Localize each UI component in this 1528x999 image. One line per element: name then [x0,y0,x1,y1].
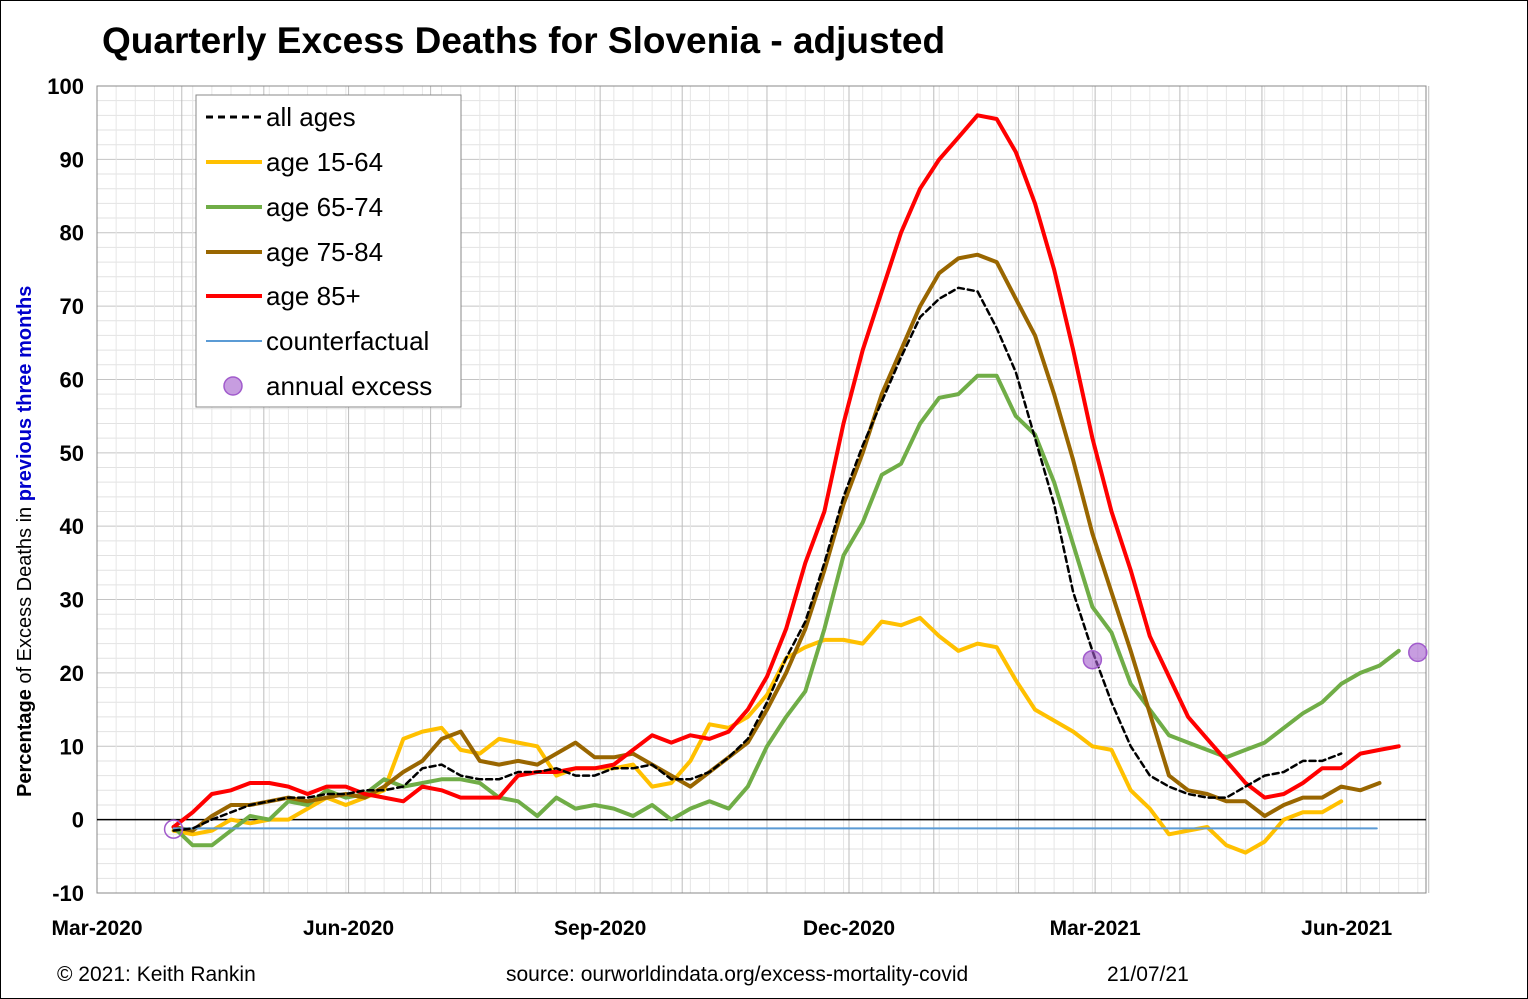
legend-label-age-65-74: age 65-74 [266,192,383,222]
y-axis-label-part2: of Excess Deaths in [14,501,36,689]
x-tick-label: Sep-2020 [554,917,646,940]
footer-date: 21/07/21 [1107,963,1189,986]
y-axis-label-part3: previous three months [14,286,36,502]
legend-label-all-ages: all ages [266,102,356,132]
series-line-age-65-74 [171,373,1401,848]
y-tick-label: 0 [72,808,84,833]
annual-excess-markers [163,642,1428,839]
annual-excess-point [1408,642,1428,663]
plot-area [96,85,1427,894]
series-line-age-85 [171,113,1401,829]
series-line-all-ages [172,286,1343,832]
legend-label-counterfactual: counterfactual [266,326,429,356]
x-tick-label: Mar-2021 [1050,917,1141,940]
x-tick-label: Jun-2020 [303,917,394,940]
y-axis-label-part1: Percentage [14,689,36,797]
x-tick-label: Dec-2020 [803,917,895,940]
series-line-age-75-84 [171,252,1382,833]
y-tick-label: 80 [60,221,84,246]
legend-label-age-75-84: age 75-84 [266,237,383,267]
legend-label-age-85-plus: age 85+ [266,281,361,311]
y-axis-label: Percentage of Excess Deaths in previous … [14,286,36,797]
annual-excess-point [1082,649,1103,670]
x-tick-label: Mar-2020 [51,917,142,940]
y-tick-label: 90 [60,147,84,172]
footer-source: source: ourworldindata.org/excess-mortal… [506,963,968,986]
annual-excess-point [163,819,184,839]
y-tick-label: 10 [60,734,84,759]
y-tick-label: 20 [60,661,84,686]
legend-swatch-annual-excess [223,376,243,396]
x-tick-label: Jun-2021 [1301,917,1392,940]
y-tick-label: 100 [47,74,84,99]
axes: -10 0 10 20 30 40 50 60 70 80 90 100 Mar-2020 Jun-202… [47,74,1426,940]
chart-title: Quarterly Excess Deaths for Slovenia - a… [102,20,945,61]
y-tick-label: 60 [60,367,84,392]
legend-label-annual-excess: annual excess [266,371,432,401]
y-tick-label: 40 [60,514,84,539]
y-tick-label: 70 [60,294,84,319]
legend-label-age-15-64: age 15-64 [266,147,383,177]
footer-copyright: © 2021: Keith Rankin [57,963,256,986]
y-tick-label: 50 [60,441,84,466]
y-tick-label: -10 [52,881,84,906]
legend: all ages age 15-64 age 65-74 age 75-84 a… [195,94,462,408]
series-lines [171,113,1401,855]
y-tick-label: 30 [60,588,84,613]
